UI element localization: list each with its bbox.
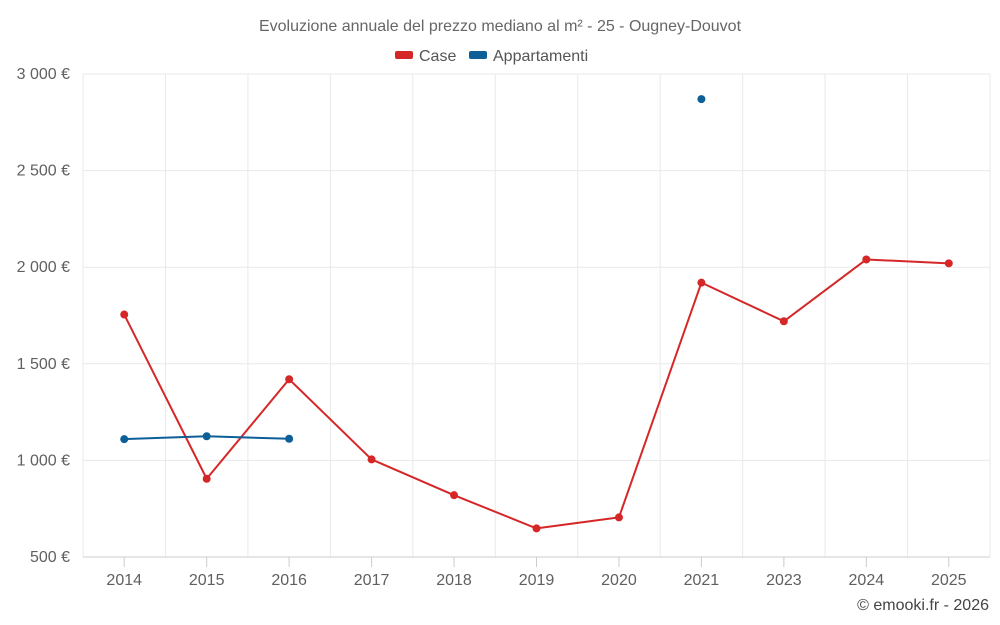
copyright-credit: © emooki.fr - 2026 xyxy=(857,597,989,614)
x-tick-label: 2015 xyxy=(189,572,225,589)
data-point-appartamenti[interactable] xyxy=(697,95,706,104)
data-point-appartamenti[interactable] xyxy=(202,432,211,441)
x-tick-label: 2023 xyxy=(766,572,802,589)
data-point-case[interactable] xyxy=(697,278,706,287)
y-tick-label: 1 500 € xyxy=(17,356,70,373)
x-tick-label: 2016 xyxy=(271,572,307,589)
legend-swatch xyxy=(469,51,487,59)
data-point-appartamenti[interactable] xyxy=(120,435,129,444)
y-tick-label: 2 000 € xyxy=(17,259,70,276)
legend-label: Case xyxy=(419,48,456,65)
data-point-case[interactable] xyxy=(367,455,376,464)
legend-item-appartamenti[interactable]: Appartamenti xyxy=(469,48,588,65)
data-point-case[interactable] xyxy=(285,375,294,384)
data-point-appartamenti[interactable] xyxy=(285,434,294,443)
x-tick-label: 2021 xyxy=(684,572,720,589)
y-tick-label: 2 500 € xyxy=(17,163,70,180)
data-point-case[interactable] xyxy=(614,513,623,522)
chart-title: Evoluzione annuale del prezzo mediano al… xyxy=(259,18,742,35)
data-point-case[interactable] xyxy=(202,474,211,483)
y-tick-label: 3 000 € xyxy=(17,66,70,83)
grid xyxy=(82,73,991,557)
x-tick-label: 2020 xyxy=(601,572,637,589)
data-point-case[interactable] xyxy=(532,524,541,533)
data-point-case[interactable] xyxy=(120,310,129,319)
y-tick-label: 1 000 € xyxy=(17,452,70,469)
x-tick-label: 2018 xyxy=(436,572,472,589)
legend-item-case[interactable]: Case xyxy=(395,48,456,65)
y-tick-label: 500 € xyxy=(30,549,70,566)
series-case xyxy=(120,255,953,533)
x-tick-label: 2024 xyxy=(849,572,885,589)
x-tick-label: 2017 xyxy=(354,572,390,589)
data-point-case[interactable] xyxy=(862,255,871,264)
x-tick-label: 2019 xyxy=(519,572,555,589)
legend-label: Appartamenti xyxy=(493,48,588,65)
legend[interactable]: Case Appartamenti xyxy=(395,48,588,65)
x-tick-label: 2014 xyxy=(106,572,142,589)
data-point-case[interactable] xyxy=(450,491,459,500)
data-point-case[interactable] xyxy=(944,259,953,268)
series-appartamenti xyxy=(120,95,706,444)
data-point-case[interactable] xyxy=(779,317,788,326)
legend-swatch xyxy=(395,51,413,59)
series-layer xyxy=(120,95,953,533)
x-tick-label: 2025 xyxy=(931,572,967,589)
axes: 500 € 1 000 € 1 500 € 2 000 € 2 500 € 3 000 €… xyxy=(17,66,990,589)
